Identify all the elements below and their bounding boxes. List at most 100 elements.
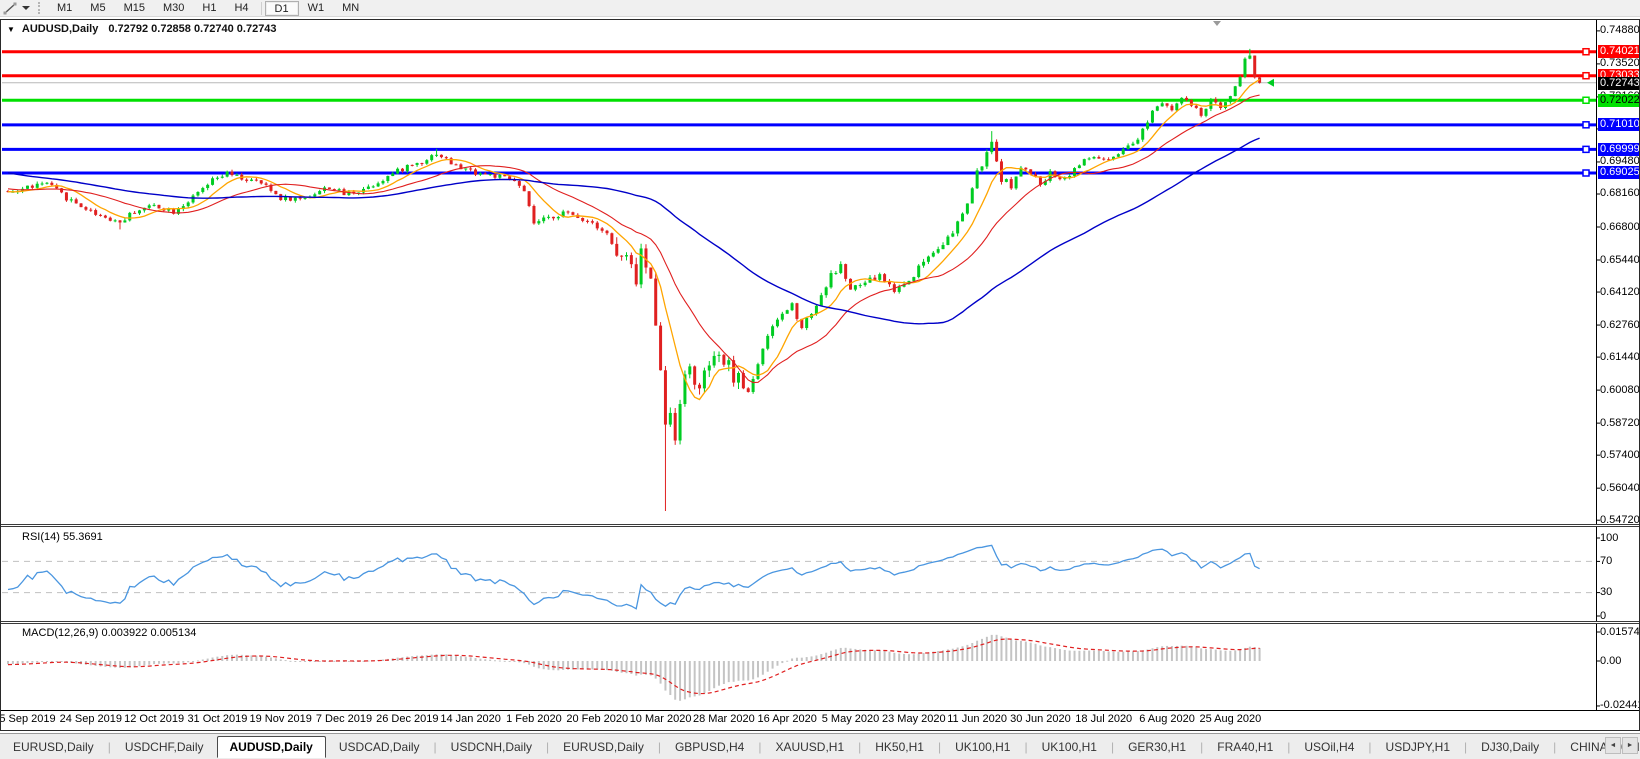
tab-separator: | — [107, 739, 111, 754]
date-axis-label: 16 Apr 2020 — [757, 713, 817, 725]
price-axis-tick: 0.54720 — [1600, 513, 1640, 526]
chart-tab-usdchf-daily[interactable]: USDCHF,Daily — [124, 739, 204, 754]
hline-price-tag: 0.69999 — [1598, 142, 1640, 156]
timeframe-button-mn[interactable]: MN — [342, 1, 360, 14]
chart-tab-gbpusd-h4[interactable]: GBPUSD,H4 — [674, 739, 745, 754]
panel-separator-rsi[interactable] — [1, 524, 1639, 527]
toolbar-grip-handle[interactable] — [38, 2, 42, 14]
rsi-scale-label: 30 — [1600, 586, 1613, 599]
moving-average-20 — [7, 94, 1260, 384]
tab-separator: | — [1110, 739, 1115, 754]
date-axis-label: 10 Mar 2020 — [629, 713, 692, 725]
tab-separator: | — [1024, 739, 1028, 754]
chart-symbol-label: AUDUSD,Daily — [21, 23, 99, 35]
chart-tab-usdcnh-daily[interactable]: USDCNH,Daily — [450, 739, 533, 754]
price-axis-tick: 0.56040 — [1600, 481, 1640, 494]
line-tool-icon[interactable] — [3, 2, 18, 15]
chart-tab-usdjpy-h1[interactable]: USDJPY,H1 — [1385, 739, 1451, 754]
timeframe-button-h1[interactable]: H1 — [202, 1, 217, 14]
chart-tab-usoil-h4[interactable]: USOil,H4 — [1304, 739, 1355, 754]
date-axis-label: 28 Mar 2020 — [692, 713, 755, 725]
date-axis-label: 12 Oct 2019 — [124, 713, 185, 725]
date-axis-label: 18 Jul 2020 — [1075, 713, 1133, 725]
chart-tab-audusd-daily[interactable]: AUDUSD,Daily — [216, 735, 326, 758]
timeframe-button-m1[interactable]: M1 — [57, 1, 73, 14]
hline-price-tag: 0.69025 — [1598, 166, 1640, 180]
date-axis-label: 5 Sep 2019 — [0, 713, 56, 725]
date-axis-label: 6 Aug 2020 — [1139, 713, 1195, 725]
date-axis-label: 5 May 2020 — [821, 713, 880, 725]
chart-tab-dj30-daily[interactable]: DJ30,Daily — [1481, 739, 1540, 754]
price-axis-tick: 0.57400 — [1600, 448, 1640, 461]
hline-anchor-square[interactable] — [1582, 121, 1590, 129]
chart-tab-uk100-h1[interactable]: UK100,H1 — [955, 739, 1011, 754]
chart-tab-uk100-h1[interactable]: UK100,H1 — [1041, 739, 1097, 754]
macd-scale-label: 0.015741 — [1600, 625, 1640, 638]
hline-anchor-square[interactable] — [1582, 71, 1590, 80]
timeframe-button-w1[interactable]: W1 — [307, 1, 325, 14]
time-axis-strip — [1, 710, 1639, 731]
chart-tab-fra40-h1[interactable]: FRA40,H1 — [1217, 739, 1274, 754]
chart-shift-marker[interactable] — [1213, 21, 1221, 26]
tab-separator: | — [433, 739, 437, 754]
timeframe-button-h4[interactable]: H4 — [234, 1, 249, 14]
timeframe-button-d1[interactable]: D1 — [264, 0, 299, 16]
price-axis-tick: 0.58720 — [1600, 416, 1640, 429]
hline-price-tag: 0.71010 — [1598, 118, 1640, 132]
tab-separator: | — [657, 739, 661, 754]
date-axis-label: 14 Jan 2020 — [440, 713, 501, 725]
chart-tab-ger30-h1[interactable]: GER30,H1 — [1128, 739, 1187, 754]
date-axis-label: 31 Oct 2019 — [187, 713, 248, 725]
timeframe-button-m5[interactable]: M5 — [90, 1, 106, 14]
macd-panel-title: MACD(12,26,9) 0.003922 0.005134 — [22, 627, 197, 639]
hline-anchor-square[interactable] — [1582, 96, 1590, 105]
price-axis-tick: 0.66800 — [1600, 220, 1640, 233]
timeframe-button-m30[interactable]: M30 — [162, 1, 185, 14]
tool-dropdown-caret-icon[interactable] — [22, 6, 30, 10]
date-axis-label: 19 Nov 2019 — [249, 713, 312, 725]
rsi-scale-label: 100 — [1600, 531, 1619, 544]
chart-tab-eurusd-daily[interactable]: EURUSD,Daily — [13, 739, 94, 754]
tab-separator: | — [858, 739, 862, 754]
tab-scroll-right-icon[interactable]: ► — [1622, 737, 1638, 754]
tab-scroll-left-icon[interactable]: ◄ — [1605, 737, 1621, 754]
hline-anchor-square[interactable] — [1582, 47, 1590, 56]
candlestick-series — [6, 48, 1262, 511]
moving-average-60 — [7, 137, 1260, 325]
tab-separator: | — [1287, 739, 1291, 754]
macd-signal-line — [7, 638, 1260, 695]
hline-price-tag: 0.72022 — [1598, 93, 1640, 107]
timeframe-button-m15[interactable]: M15 — [123, 1, 145, 14]
price-axis-tick: 0.62760 — [1600, 318, 1640, 331]
chart-menu-triangle-icon[interactable]: ▼ — [7, 24, 15, 34]
tab-separator: | — [937, 739, 942, 754]
tab-separator: | — [546, 739, 550, 754]
macd-scale-label: -0.024412 — [1600, 699, 1640, 712]
date-axis-label: 11 Jun 2020 — [947, 713, 1007, 725]
toolbar-separator — [260, 1, 262, 15]
timeframe-buttons: M1 M5 M15 M30 H1 H4 D1 W1 MN — [48, 0, 368, 16]
panel-separator-macd[interactable] — [1, 621, 1639, 624]
chart-ohlc-values: 0.72792 0.72858 0.72740 0.72743 — [108, 23, 277, 35]
last-price-arrow-icon — [1267, 78, 1274, 87]
chart-tab-eurusd-daily[interactable]: EURUSD,Daily — [563, 739, 644, 754]
chart-tab-xauusd-h1[interactable]: XAUUSD,H1 — [775, 739, 845, 754]
hline-anchor-square[interactable] — [1582, 145, 1590, 154]
price-axis-tick: 0.61440 — [1600, 350, 1640, 363]
price-axis-tick: 0.65440 — [1600, 253, 1640, 266]
hline-anchor-square[interactable] — [1582, 169, 1590, 177]
tab-scroll-buttons: ◄ ► — [1604, 737, 1638, 754]
date-axis-label: 20 Feb 2020 — [566, 713, 629, 725]
chart-title: ▼ AUDUSD,Daily 0.72792 0.72858 0.72740 0… — [7, 23, 277, 35]
tab-separator: | — [1464, 739, 1468, 754]
date-axis-label: 25 Aug 2020 — [1199, 713, 1262, 725]
chart-tab-hk50-h1[interactable]: HK50,H1 — [875, 739, 924, 754]
rsi-line — [7, 544, 1260, 610]
chart-plot-area[interactable] — [0, 0, 1640, 732]
chart-tab-usdcad-daily[interactable]: USDCAD,Daily — [338, 739, 420, 754]
macd-histogram — [7, 634, 1261, 701]
timeframe-toolbar: M1 M5 M15 M30 H1 H4 D1 W1 MN — [0, 0, 1640, 17]
price-axis-tick: 0.60080 — [1600, 383, 1640, 396]
price-axis-tick: 0.73520 — [1600, 57, 1640, 70]
